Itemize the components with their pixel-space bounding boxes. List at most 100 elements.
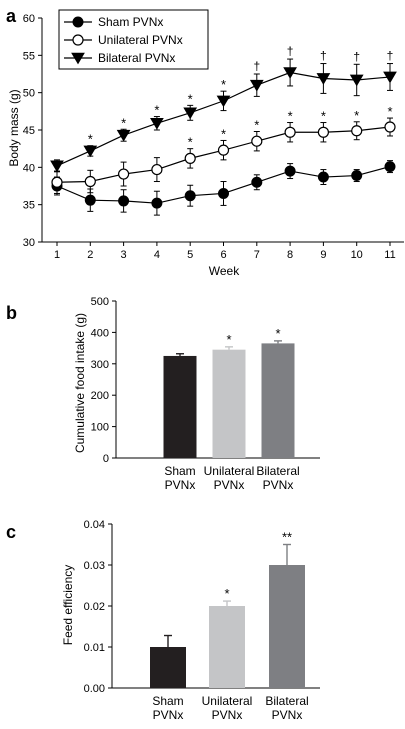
panel-a-x-axis-label: Week — [209, 264, 240, 278]
panel-a-legend-marker — [72, 16, 84, 28]
panel-a-data-point — [116, 129, 131, 142]
panel-c-y-tick-label: 0.02 — [84, 601, 105, 613]
panel-a-legend: Sham PVNx Unilateral PVNx Bilateral PVNx — [58, 9, 209, 70]
panel-b-bar — [261, 343, 295, 458]
panel-c-y-tick-label: 0.04 — [84, 519, 105, 531]
panel-a-data-point — [349, 74, 364, 87]
panel-c-letter: c — [6, 522, 16, 542]
panel-b-bar — [163, 355, 197, 458]
panel-a-data-point — [184, 152, 196, 164]
panel-a-significance-marker: † — [353, 49, 360, 63]
panel-a-x-tick-label: 4 — [154, 249, 160, 261]
panel-a-data-point — [151, 197, 163, 209]
panel-a-significance-marker: * — [188, 135, 193, 150]
panel-a-letter: a — [6, 6, 17, 26]
panel-a-y-tick-label: 60 — [23, 13, 35, 25]
panel-a-significance-marker: † — [387, 49, 394, 63]
panel-a-data-point — [351, 170, 363, 182]
panel-a-y-axis-label: Body mass (g) — [7, 89, 21, 166]
panel-a-significance-marker: * — [154, 103, 159, 118]
panel-c-category-label: PVNx — [272, 708, 303, 722]
panel-a-data-point — [317, 126, 329, 138]
panel-a-significance-marker: † — [287, 44, 294, 58]
panel-a-data-point — [218, 187, 229, 199]
panel-a-data-point — [351, 125, 363, 137]
panel-a-significance-marker: * — [254, 117, 259, 132]
panel-b-bar — [212, 349, 246, 458]
panel-a-y-tick-label: 50 — [23, 88, 35, 100]
panel-a-data-point — [151, 163, 163, 176]
panel-a-data-point — [251, 135, 263, 147]
panel-b-y-tick-label: 0 — [103, 453, 109, 465]
panel-a-significance-marker: * — [188, 91, 193, 106]
panel-c-category-label: Unilateral — [202, 694, 253, 708]
panel-a-data-point — [317, 171, 329, 183]
panel-c-category-label: Sham — [152, 694, 183, 708]
panel-b-category-label: PVNx — [165, 478, 196, 492]
panel-b-category-label: Sham — [164, 464, 195, 478]
panel-a-x-tick-label: 1 — [54, 249, 60, 261]
panel-c-bar-chart: c Feed efficiency 0.00 0.01 0.02 0.03 0.04 Sh… — [6, 519, 320, 722]
panel-c-significance-marker: * — [224, 586, 229, 601]
panel-a-y-tick-label: 55 — [23, 50, 35, 62]
panel-a-series-group: * * * * * * * * * * * * † † † † † — [50, 44, 397, 216]
panel-a-data-point — [84, 194, 96, 206]
panel-a-legend-marker — [71, 52, 85, 65]
panel-a-y-tick-label: 40 — [23, 162, 35, 174]
panel-a-significance-marker: * — [288, 109, 293, 124]
panel-c-bars-group: *** — [150, 530, 305, 688]
panel-b-letter: b — [6, 303, 17, 323]
panel-c-category-label: PVNx — [153, 708, 184, 722]
panel-a-data-point — [51, 176, 63, 188]
panel-b-significance-marker: * — [275, 326, 280, 341]
panel-a-x-tick-label: 8 — [287, 249, 293, 261]
panel-a-legend-label: Bilateral PVNx — [98, 51, 175, 65]
panel-b-axes: 0100200300400500ShamPVNxUnilateralPVNxBi… — [91, 296, 320, 492]
panel-a-significance-marker: † — [320, 49, 327, 63]
panel-a-significance-marker: † — [253, 59, 260, 73]
panel-c-y-tick-label: 0.00 — [84, 683, 105, 695]
panel-a-data-point — [383, 71, 397, 84]
panel-a-significance-marker: * — [321, 109, 326, 124]
panel-a-significance-marker: * — [121, 115, 126, 130]
panel-b-y-tick-label: 200 — [91, 390, 109, 402]
panel-a-legend-label: Unilateral PVNx — [98, 33, 183, 47]
panel-a-data-point — [117, 168, 130, 180]
panel-a-x-tick-label: 11 — [384, 249, 395, 261]
panel-c-category-label: PVNx — [212, 708, 243, 722]
panel-a-x-tick-label: 9 — [320, 249, 326, 261]
panel-c-y-axis-label: Feed efficiency — [61, 565, 75, 646]
panel-a-x-tick-label: 3 — [121, 249, 127, 261]
panel-a-x-tick-label: 2 — [87, 249, 93, 261]
panel-a-significance-marker: * — [221, 77, 226, 92]
panel-a-data-point — [316, 73, 331, 85]
panel-a-data-point — [384, 161, 396, 173]
panel-c-bar — [269, 565, 305, 688]
panel-a-data-point — [283, 67, 297, 79]
panel-a-significance-marker: * — [88, 132, 93, 147]
panel-b-y-tick-label: 400 — [91, 327, 109, 339]
panel-c-y-tick-label: 0.03 — [84, 560, 105, 572]
panel-a-data-point — [118, 195, 130, 207]
panel-a-data-point — [251, 176, 263, 188]
panel-b-y-tick-label: 100 — [91, 422, 109, 434]
panel-c-y-tick-label: 0.01 — [84, 642, 105, 654]
panel-b-bar-chart: b Cumulative food intake (g) 0 100 200 300 4… — [6, 296, 320, 492]
panel-b-bars-group: * * — [163, 326, 295, 458]
panel-a-data-point — [284, 165, 296, 177]
panel-a-data-point — [249, 79, 264, 92]
panel-c-bar — [209, 606, 245, 688]
panel-a-data-point — [216, 95, 231, 108]
panel-a-significance-marker: * — [221, 126, 226, 141]
panel-a-data-point — [384, 121, 396, 133]
panel-b-y-tick-label: 500 — [91, 296, 109, 308]
panel-a-y-tick-label: 35 — [23, 200, 35, 212]
panel-a-x-tick-label: 7 — [254, 249, 260, 261]
panel-a-data-point — [183, 107, 198, 120]
panel-c-significance-marker: ** — [282, 530, 292, 545]
panel-a-series-bilateral-pvnx: * * * * * † † † † † — [50, 44, 397, 173]
